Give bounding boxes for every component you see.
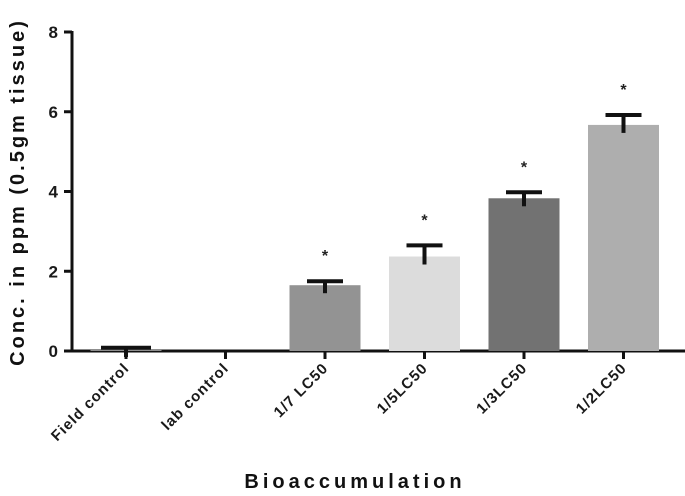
y-tick-label: 0 (49, 342, 58, 361)
y-axis: 0 2 4 6 8 (49, 23, 74, 361)
bars: * * * * (90, 82, 659, 358)
bar (588, 124, 659, 351)
bar (389, 256, 460, 351)
y-tick-label: 6 (49, 103, 58, 122)
y-tick-label: 4 (49, 183, 59, 202)
x-axis-title: Bioaccumulation (244, 471, 465, 493)
significance-marker: * (421, 212, 428, 229)
significance-marker: * (620, 82, 627, 99)
x-tick-label: 1/5LC50 (374, 360, 432, 418)
bar-group: * (488, 159, 560, 351)
x-tick-label: 1/7 LC50 (271, 360, 332, 421)
y-axis-title: Conc. in ppm (0.5gm tissue) (7, 18, 29, 366)
bar (488, 198, 560, 351)
x-tick-label: 1/3LC50 (473, 360, 531, 418)
bar (289, 285, 361, 351)
bar-group: * (389, 212, 460, 351)
bar-group: * (289, 248, 361, 351)
significance-marker: * (322, 248, 329, 265)
x-axis: Field control lab control 1/7 LC50 1/5LC50 1… (48, 349, 685, 445)
bar-group: * (588, 82, 659, 351)
y-tick-label: 8 (49, 23, 58, 42)
x-tick-label: lab control (158, 360, 232, 434)
x-tick-label: Field control (48, 360, 133, 445)
x-tick-label: 1/2LC50 (573, 360, 631, 418)
significance-marker: * (521, 159, 528, 176)
y-tick-label: 2 (49, 262, 58, 281)
bar-group (90, 345, 162, 358)
